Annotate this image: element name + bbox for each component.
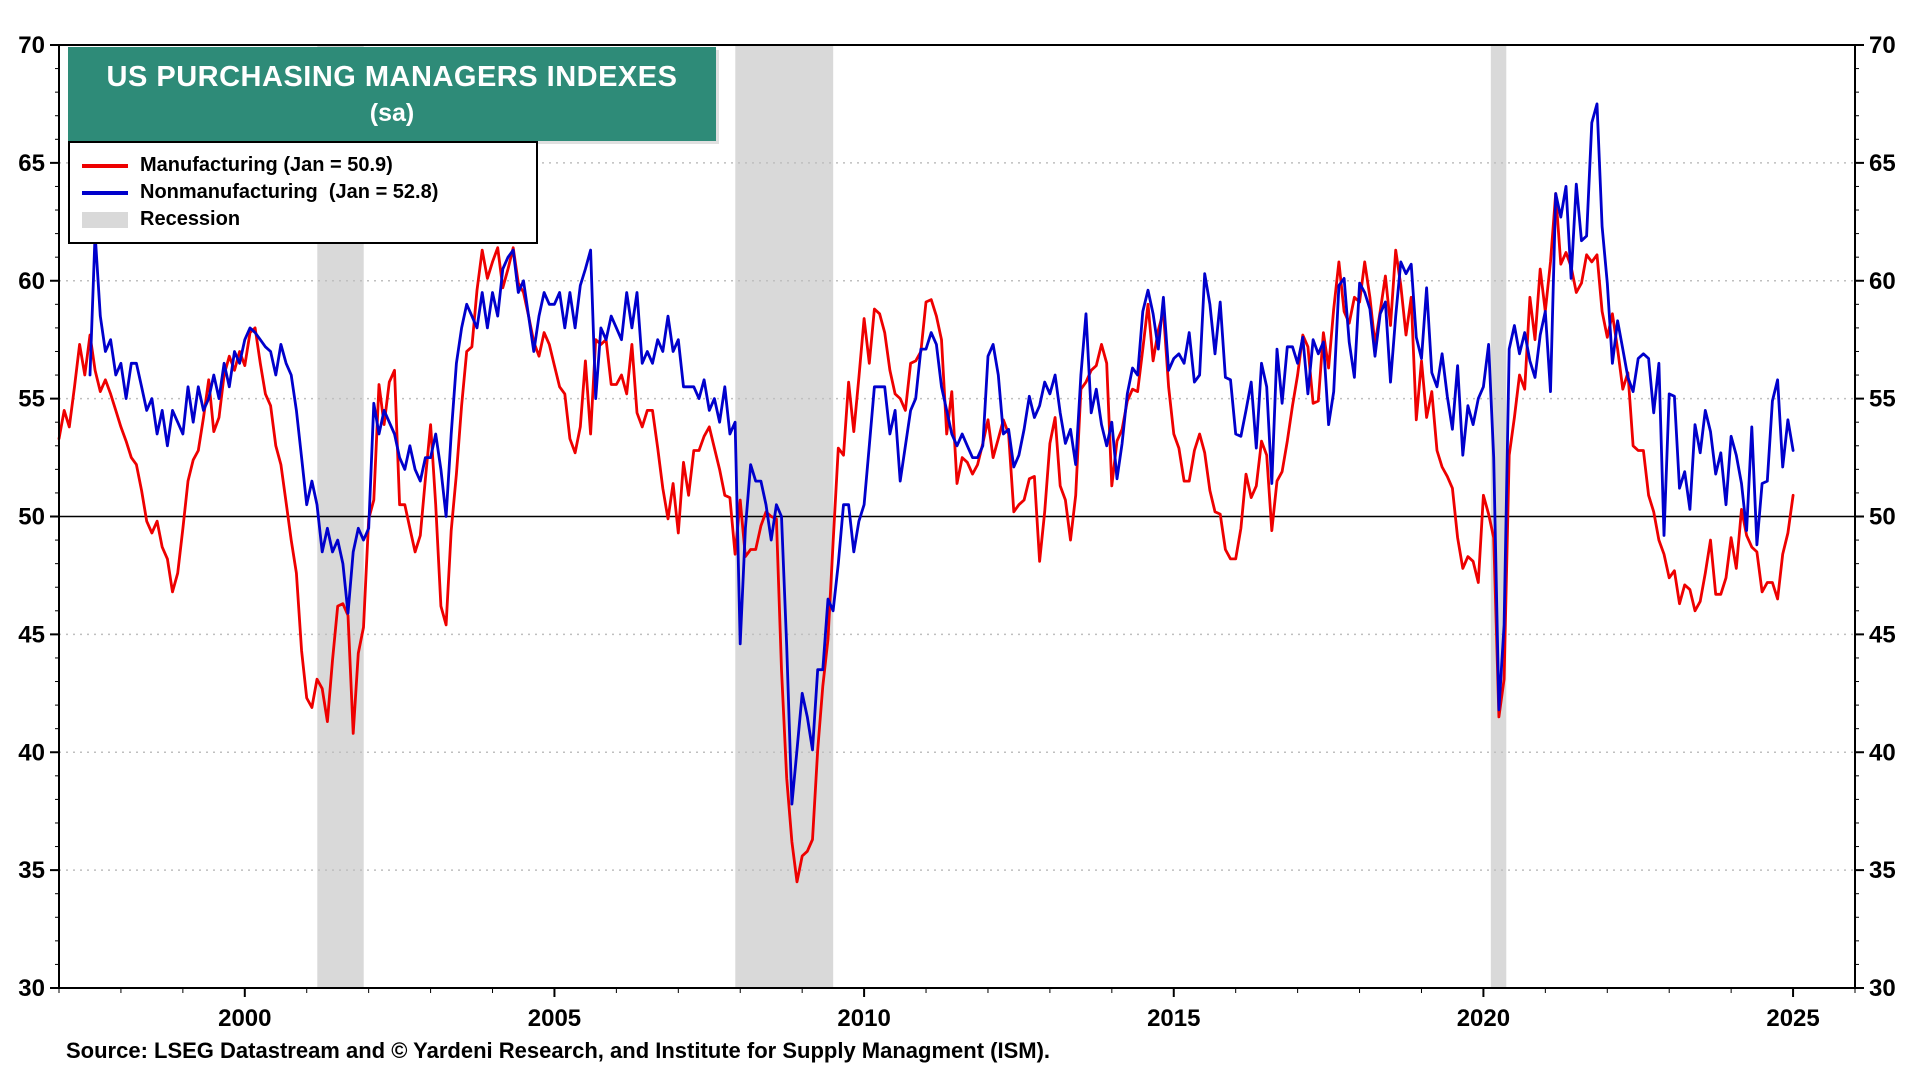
y-axis-label-left: 40 (18, 739, 45, 766)
manufacturing-line-swatch (82, 163, 128, 168)
y-axis-label-right: 50 (1869, 504, 1896, 531)
chart-title-box: US PURCHASING MANAGERS INDEXES (sa) (68, 47, 716, 141)
y-axis-label-right: 35 (1869, 857, 1896, 884)
y-axis-label-left: 65 (18, 150, 45, 177)
y-axis-label-right: 55 (1869, 386, 1896, 413)
y-axis-label-left: 45 (18, 621, 45, 648)
x-axis-label: 2010 (837, 1005, 890, 1032)
nonmanufacturing-line (88, 102, 1795, 806)
recession-swatch (82, 211, 128, 228)
x-axis-label: 2025 (1766, 1005, 1819, 1032)
legend-item-manufacturing: Manufacturing (Jan = 50.9) (82, 152, 524, 179)
legend-item-nonmanufacturing: Nonmanufacturing (Jan = 52.8) (82, 179, 524, 206)
y-axis-label-left: 70 (18, 32, 45, 59)
y-axis-label-left: 55 (18, 386, 45, 413)
y-axis-label-right: 70 (1869, 32, 1896, 59)
y-axis-label-left: 50 (18, 504, 45, 531)
legend-item-recession: Recession (82, 206, 524, 233)
x-axis-label: 2000 (218, 1005, 271, 1032)
x-axis-label: 2005 (528, 1005, 581, 1032)
y-axis-label-left: 30 (18, 975, 45, 1002)
chart-title: US PURCHASING MANAGERS INDEXES (106, 60, 678, 93)
source-attribution: Source: LSEG Datastream and © Yardeni Re… (66, 1038, 1051, 1063)
legend-label-manufacturing: Manufacturing (Jan = 50.9) (140, 154, 393, 176)
y-axis-label-right: 30 (1869, 975, 1896, 1002)
y-axis-label-right: 65 (1869, 150, 1896, 177)
x-axis-label: 2015 (1147, 1005, 1200, 1032)
nonmanufacturing-line-swatch (82, 190, 128, 195)
manufacturing-line (57, 192, 1795, 884)
y-axis-label-right: 45 (1869, 621, 1896, 648)
y-axis-label-left: 60 (18, 268, 45, 295)
y-axis-label-left: 35 (18, 857, 45, 884)
y-axis-label-right: 60 (1869, 268, 1896, 295)
x-axis-label: 2020 (1457, 1005, 1510, 1032)
y-axis-label-right: 40 (1869, 739, 1896, 766)
chart-subtitle: (sa) (369, 98, 415, 127)
legend: Manufacturing (Jan = 50.9) Nonmanufactur… (68, 141, 538, 244)
legend-label-nonmanufacturing: Nonmanufacturing (Jan = 52.8) (140, 181, 439, 203)
legend-label-recession: Recession (140, 208, 241, 230)
